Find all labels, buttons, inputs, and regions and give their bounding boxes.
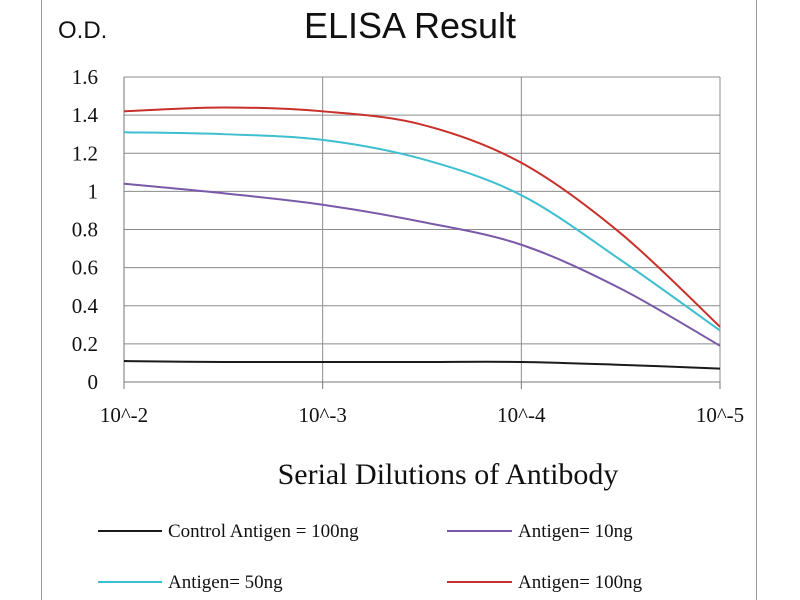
x-tick-label: 10^-2 (100, 403, 148, 427)
legend-label-3: Antigen= 100ng (518, 572, 643, 593)
series-line-2 (123, 131, 721, 332)
series-line-3 (123, 106, 721, 328)
chart-frame (41, 0, 757, 600)
y-tick-label: 1.2 (72, 141, 98, 165)
x-axis-label: Serial Dilutions of Antibody (278, 458, 619, 491)
series-line-1 (123, 182, 721, 347)
y-tick-labels: 0 0.2 0.4 0.6 0.8 1 1.2 1.4 1.6 (72, 65, 99, 394)
legend-label-0: Control Antigen = 100ng (168, 521, 359, 542)
grid-lines (124, 76, 721, 382)
y-axis-label: O.D. (58, 17, 107, 44)
x-tick-labels: 10^-2 10^-3 10^-4 10^-5 (100, 403, 744, 427)
y-tick-label: 1 (88, 179, 99, 203)
axes (123, 77, 721, 389)
legend-label-1: Antigen= 10ng (518, 521, 633, 542)
series-lines (123, 106, 721, 370)
x-tick-label: 10^-3 (298, 403, 346, 427)
y-tick-label: 0.2 (72, 332, 98, 356)
y-tick-label: 1.6 (72, 65, 98, 89)
series-line-0 (123, 360, 721, 370)
legend: Control Antigen = 100ng Antigen= 10ng Anti… (98, 521, 643, 593)
chart-title: ELISA Result (304, 5, 516, 46)
x-tick-label: 10^-4 (497, 403, 546, 427)
x-tick-label: 10^-5 (696, 403, 744, 427)
y-tick-label: 0.4 (72, 294, 99, 318)
legend-label-2: Antigen= 50ng (168, 572, 283, 593)
y-tick-label: 0.8 (72, 218, 98, 242)
y-tick-label: 1.4 (72, 103, 99, 127)
y-tick-label: 0 (88, 370, 99, 394)
y-tick-label: 0.6 (72, 256, 98, 280)
